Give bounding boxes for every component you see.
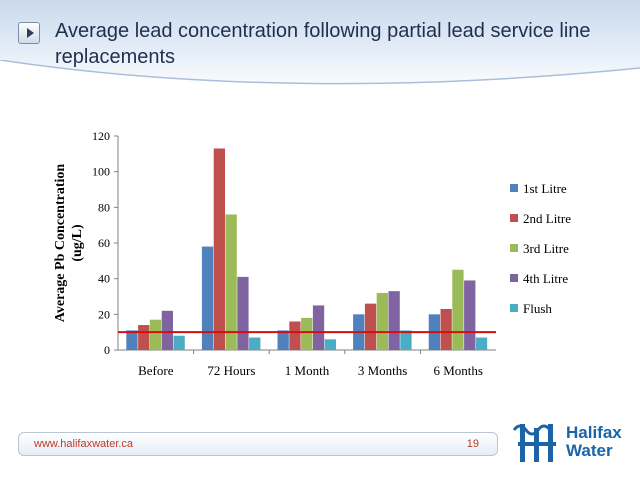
bar: [440, 308, 452, 350]
y-tick-label: 60: [98, 236, 110, 250]
y-axis-title-line: Average Pb Concentration: [53, 164, 68, 323]
logo-text-line2: Water: [566, 441, 613, 460]
bar: [149, 319, 162, 350]
legend-swatch: [510, 274, 518, 282]
bar: [126, 330, 138, 350]
y-tick-label: 80: [98, 200, 110, 214]
bar: [452, 269, 464, 350]
legend-label: 4th Litre: [523, 271, 568, 286]
y-tick-label: 0: [104, 343, 110, 357]
y-tick-label: 20: [98, 307, 110, 321]
bar: [213, 148, 226, 350]
next-slide-arrow-icon[interactable]: [18, 22, 40, 44]
y-tick-label: 100: [92, 165, 110, 179]
y-axis-title-line: (ug/L): [70, 224, 85, 262]
bar: [376, 292, 388, 350]
legend-label: 1st Litre: [523, 181, 567, 196]
bar-chart: 0 20 40 60 80 100 120 Average Pb Concentration(…: [53, 129, 571, 378]
y-axis-title: Average Pb Concentration (ug/L): [53, 164, 85, 323]
y-tick-label: 40: [98, 272, 110, 286]
legend-swatch: [510, 244, 518, 252]
header-swoosh: [0, 60, 640, 100]
bar: [289, 321, 301, 350]
bar: [301, 317, 313, 350]
legend-swatch: [510, 214, 518, 222]
x-tick-label: 1 Month: [285, 363, 330, 378]
legend-label: Flush: [523, 301, 552, 316]
bar: [201, 246, 214, 350]
logo-text: Halifax Water: [566, 424, 622, 460]
legend-label: 3rd Litre: [523, 241, 569, 256]
slide-title: Average lead concentration following par…: [55, 20, 591, 68]
bar: [161, 310, 173, 350]
bar: [364, 303, 377, 350]
legend-label: 2nd Litre: [523, 211, 571, 226]
bar: [475, 337, 488, 350]
y-tick-label: 120: [92, 129, 110, 143]
bar: [138, 325, 150, 350]
legend-swatch: [510, 304, 518, 312]
legend-swatch: [510, 184, 518, 192]
x-tick-label: 6 Months: [433, 363, 482, 378]
footer-bar: www.halifaxwater.ca 19: [18, 432, 498, 456]
x-tick-label: 3 Months: [358, 363, 407, 378]
bar: [312, 305, 325, 350]
bar: [324, 339, 336, 350]
logo-text-line1: Halifax: [566, 423, 622, 442]
bar: [388, 291, 400, 350]
bar: [237, 276, 249, 350]
bar: [173, 335, 185, 350]
bar: [464, 280, 476, 350]
footer-url[interactable]: www.halifaxwater.ca: [34, 438, 134, 450]
halifax-water-logo-icon: [512, 424, 556, 462]
x-tick-label: Before: [138, 363, 174, 378]
x-tick-label: 72 Hours: [207, 363, 255, 378]
page-number: 19: [466, 438, 479, 450]
halifax-water-logo: Halifax Water: [508, 420, 628, 468]
bar: [249, 337, 261, 350]
bar: [225, 214, 237, 350]
bar: [277, 330, 289, 350]
bar: [400, 330, 412, 350]
